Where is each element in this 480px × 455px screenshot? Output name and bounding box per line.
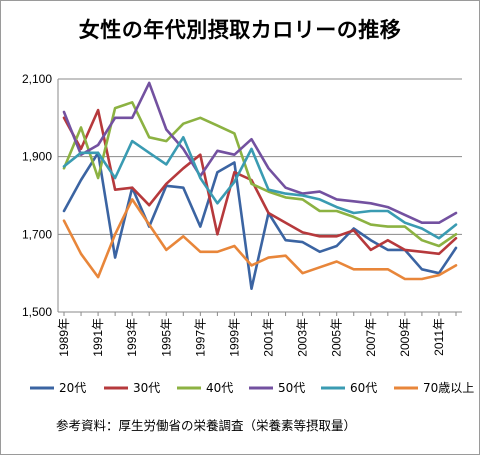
- legend: 20代 30代 40代 50代 60代 70歳以上: [30, 381, 474, 395]
- x-tick-label: 1995年: [159, 318, 173, 357]
- x-tick-label: 1999年: [227, 318, 241, 357]
- source-note: 参考資料：厚生労働省の栄養調査（栄養素等摂取量）: [56, 418, 357, 433]
- legend-label: 70歳以上: [423, 381, 474, 395]
- x-tick-label: 2003年: [296, 318, 310, 357]
- x-tick-label: 2007年: [364, 318, 378, 357]
- legend-label: 50代: [278, 381, 305, 395]
- x-tick-label: 1993年: [125, 318, 139, 357]
- series-lines: [62, 81, 458, 291]
- y-tick-label: 1,900: [22, 150, 52, 164]
- y-axis: 1,500 1,700 1,900 2,100: [22, 72, 59, 319]
- y-tick-label: 1,700: [22, 227, 52, 241]
- x-tick-label: 1989年: [57, 318, 71, 357]
- x-tick-label: 1997年: [193, 318, 207, 357]
- series-line-2: [62, 108, 458, 256]
- y-tick-label: 2,100: [22, 72, 52, 86]
- series-line-5: [62, 136, 458, 240]
- y-tick-label: 1,500: [22, 305, 52, 319]
- x-tick-label: 2005年: [330, 318, 344, 357]
- legend-label: 60代: [350, 381, 377, 395]
- chart-title: 女性の年代別摂取カロリーの推移: [78, 18, 402, 42]
- legend-label: 20代: [59, 381, 86, 395]
- series-line-6: [62, 198, 458, 281]
- series-line-3: [62, 101, 458, 248]
- x-axis: 1989年 1991年 1993年 1995年 1997年 1999年 2001年 2003年…: [57, 311, 462, 357]
- series-line-4: [62, 81, 458, 224]
- x-tick-label: 2001年: [262, 318, 276, 357]
- legend-label: 30代: [133, 381, 160, 395]
- x-tick-label: 2011年: [432, 318, 446, 356]
- x-tick-label: 2009年: [398, 318, 412, 357]
- x-tick-label: 1991年: [91, 318, 105, 357]
- legend-label: 40代: [206, 381, 233, 395]
- series-line-1: [62, 151, 458, 291]
